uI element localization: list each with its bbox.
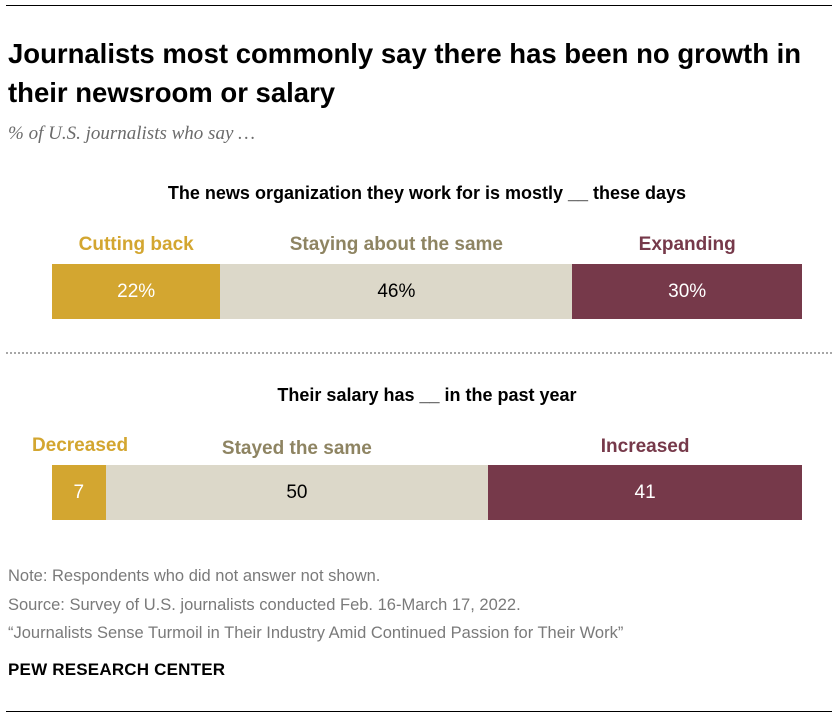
source-note: Source: Survey of U.S. journalists condu…: [8, 596, 521, 614]
chart2-value-label-increase: 41: [634, 481, 656, 503]
chart2-category-label-decrease: Decreased: [31, 435, 129, 456]
chart2-value-label-same: 50: [286, 481, 308, 503]
top-rule: [6, 5, 832, 6]
chart2-stacked-bar: 7 50 41: [52, 465, 802, 520]
chart1-stacked-bar: 22% 46% 30%: [52, 264, 802, 319]
chart1-value-label-increase: 30%: [668, 280, 707, 302]
chart2-bar-segment-increase: 41: [488, 465, 802, 520]
chart2-bar-segment-decrease: 7: [52, 465, 106, 520]
chart1-title: The news organization they work for is m…: [167, 183, 687, 203]
chart2-value-label-decrease: 7: [73, 481, 85, 503]
chart1-bar-segment-increase: 30%: [572, 264, 802, 319]
chart1-category-label-increase: Expanding: [638, 234, 736, 255]
chart1-bar-segment-same: 46%: [220, 264, 573, 319]
chart1-bar-segment-decrease: 22%: [52, 264, 221, 319]
chart1-category-label-decrease: Cutting back: [78, 234, 194, 255]
brand-logo-text: PEW RESEARCH CENTER: [8, 660, 226, 679]
chart2-bar-segment-same: 50: [105, 465, 489, 520]
bottom-rule: [6, 711, 832, 712]
footnote: Note: Respondents who did not answer not…: [8, 567, 381, 585]
chart1-value-label-same: 46%: [377, 280, 416, 302]
chart2-category-label-increase: Increased: [600, 436, 690, 457]
chart1-value-label-decrease: 22%: [117, 280, 156, 302]
chart-subtitle: % of U.S. journalists who say …: [8, 123, 256, 144]
chart2-category-label-same: Stayed the same: [221, 438, 372, 459]
chart1-category-label-same: Staying about the same: [289, 234, 504, 255]
chart-title: Journalists most commonly say there has …: [8, 38, 802, 108]
report-title: “Journalists Sense Turmoil in Their Indu…: [8, 624, 624, 642]
section-divider: [6, 352, 832, 354]
chart2-title: Their salary has __ in the past year: [277, 385, 577, 405]
